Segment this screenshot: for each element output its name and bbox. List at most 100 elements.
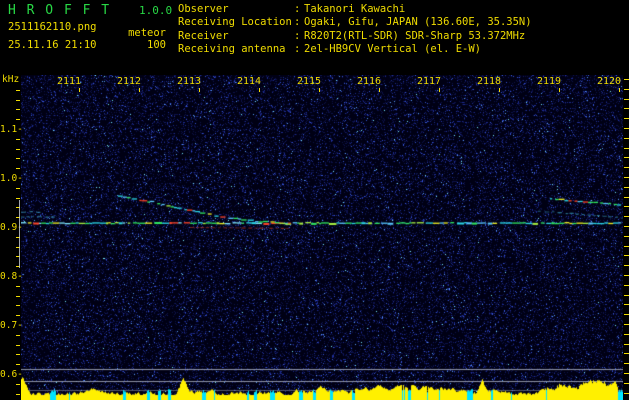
time-tick-mark (439, 88, 440, 92)
right-tick-mark (624, 79, 629, 80)
right-tick-mark (624, 285, 629, 286)
freq-minor-tick (16, 149, 20, 150)
right-tick-mark (624, 118, 629, 119)
right-tick-mark (624, 148, 629, 149)
station-row-location: Receiving Location: Ogaki, Gifu, JAPAN (1… (178, 16, 532, 29)
station-label: Observer (178, 3, 229, 15)
right-tick-mark (624, 236, 629, 237)
right-tick-mark (624, 138, 629, 139)
right-tick-mark (624, 246, 629, 247)
time-tick-mark (559, 88, 560, 92)
time-tick-label: 2115 (296, 76, 322, 87)
time-tick-mark (259, 88, 260, 92)
right-tick-mark (624, 108, 629, 109)
freq-minor-tick (16, 207, 20, 208)
station-info: Observer: Takanori Kawachi Receiving Loca… (178, 3, 532, 57)
freq-minor-tick (16, 100, 20, 101)
freq-tick-label: 0.6- (0, 369, 23, 380)
capture-filename: 2511162110.png (8, 21, 97, 33)
freq-minor-tick (16, 217, 20, 218)
right-tick-mark (624, 334, 629, 335)
right-tick-mark (624, 383, 629, 384)
freq-minor-tick (16, 345, 20, 346)
time-tick-mark (199, 88, 200, 92)
freq-minor-tick (16, 237, 20, 238)
freq-tick-label: 0.7- (0, 320, 23, 331)
spectrogram-canvas (21, 75, 623, 400)
station-label: Receiving antenna (178, 43, 286, 56)
freq-minor-tick (16, 266, 20, 267)
separator: : (294, 43, 301, 56)
right-tick-mark (624, 187, 629, 188)
right-tick-mark (624, 216, 629, 217)
freq-minor-tick (16, 119, 20, 120)
right-tick-mark (624, 275, 629, 276)
station-row-antenna: Receiving antenna:2el-HB9CV Vertical (el… (178, 43, 532, 56)
y-axis-unit-label: kHz (2, 74, 20, 85)
time-tick-mark (499, 88, 500, 92)
time-tick-label: 2111 (56, 76, 82, 87)
time-tick-label: 2118 (476, 76, 502, 87)
freq-minor-tick (16, 139, 20, 140)
time-tick-mark (319, 88, 320, 92)
observation-mode: meteor (128, 27, 166, 39)
freq-tick-label: 1.1- (0, 124, 23, 135)
freq-tick-label: 1.0- (0, 173, 23, 184)
right-tick-mark (624, 89, 629, 90)
station-value: Ogaki, Gifu, JAPAN (136.60E, 35.35N) (304, 16, 532, 29)
right-tick-mark (624, 157, 629, 158)
time-tick-label: 2114 (236, 76, 262, 87)
separator: : (294, 29, 301, 42)
right-tick-mark (624, 226, 629, 227)
station-label: Receiver (178, 29, 229, 42)
freq-tick-label: 0.8- (0, 271, 23, 282)
right-tick-mark (624, 324, 629, 325)
right-tick-mark (624, 363, 629, 364)
station-row-receiver: Receiver: R820T2(RTL-SDR) SDR-Sharp 53.37… (178, 30, 532, 43)
right-tick-mark (624, 304, 629, 305)
freq-minor-tick (16, 158, 20, 159)
freq-minor-tick (16, 354, 20, 355)
right-tick-mark (624, 128, 629, 129)
freq-tick-label: 0.9- (0, 222, 23, 233)
right-tick-mark (624, 353, 629, 354)
right-tick-mark (624, 295, 629, 296)
level-value: 100 (147, 39, 166, 51)
right-tick-mark (624, 393, 629, 394)
station-value: 2el-HB9CV Vertical (el. E-W) (304, 43, 482, 56)
time-tick-label: 2117 (416, 76, 442, 87)
freq-minor-tick (16, 247, 20, 248)
freq-minor-tick (16, 296, 20, 297)
app-version: 1.0.0 (139, 4, 173, 17)
right-tick-mark (624, 177, 629, 178)
freq-minor-tick (16, 364, 20, 365)
freq-minor-tick (16, 109, 20, 110)
freq-minor-tick (16, 286, 20, 287)
freq-minor-tick (16, 188, 20, 189)
right-tick-mark (624, 206, 629, 207)
right-tick-mark (624, 344, 629, 345)
freq-minor-tick (16, 90, 20, 91)
time-tick-label: 2113 (176, 76, 202, 87)
app-title: H R O F F T (8, 3, 111, 18)
station-label: Receiving Location (178, 16, 292, 29)
separator: : (294, 16, 301, 29)
station-value: Takanori Kawachi (304, 3, 406, 15)
freq-minor-tick (16, 384, 20, 385)
station-row-observer: Observer: Takanori Kawachi (178, 3, 532, 16)
freq-minor-tick (16, 305, 20, 306)
time-tick-mark (139, 88, 140, 92)
time-tick-mark (379, 88, 380, 92)
right-tick-mark (624, 314, 629, 315)
band-marker-bar (19, 200, 20, 268)
capture-timestamp: 25.11.16 21:10 (8, 39, 97, 51)
time-tick-label: 2112 (116, 76, 142, 87)
freq-minor-tick (16, 198, 20, 199)
separator: : (294, 3, 301, 15)
freq-minor-tick (16, 394, 20, 395)
right-tick-mark (624, 167, 629, 168)
freq-minor-tick (16, 315, 20, 316)
freq-minor-tick (16, 256, 20, 257)
time-tick-label: 2116 (356, 76, 382, 87)
